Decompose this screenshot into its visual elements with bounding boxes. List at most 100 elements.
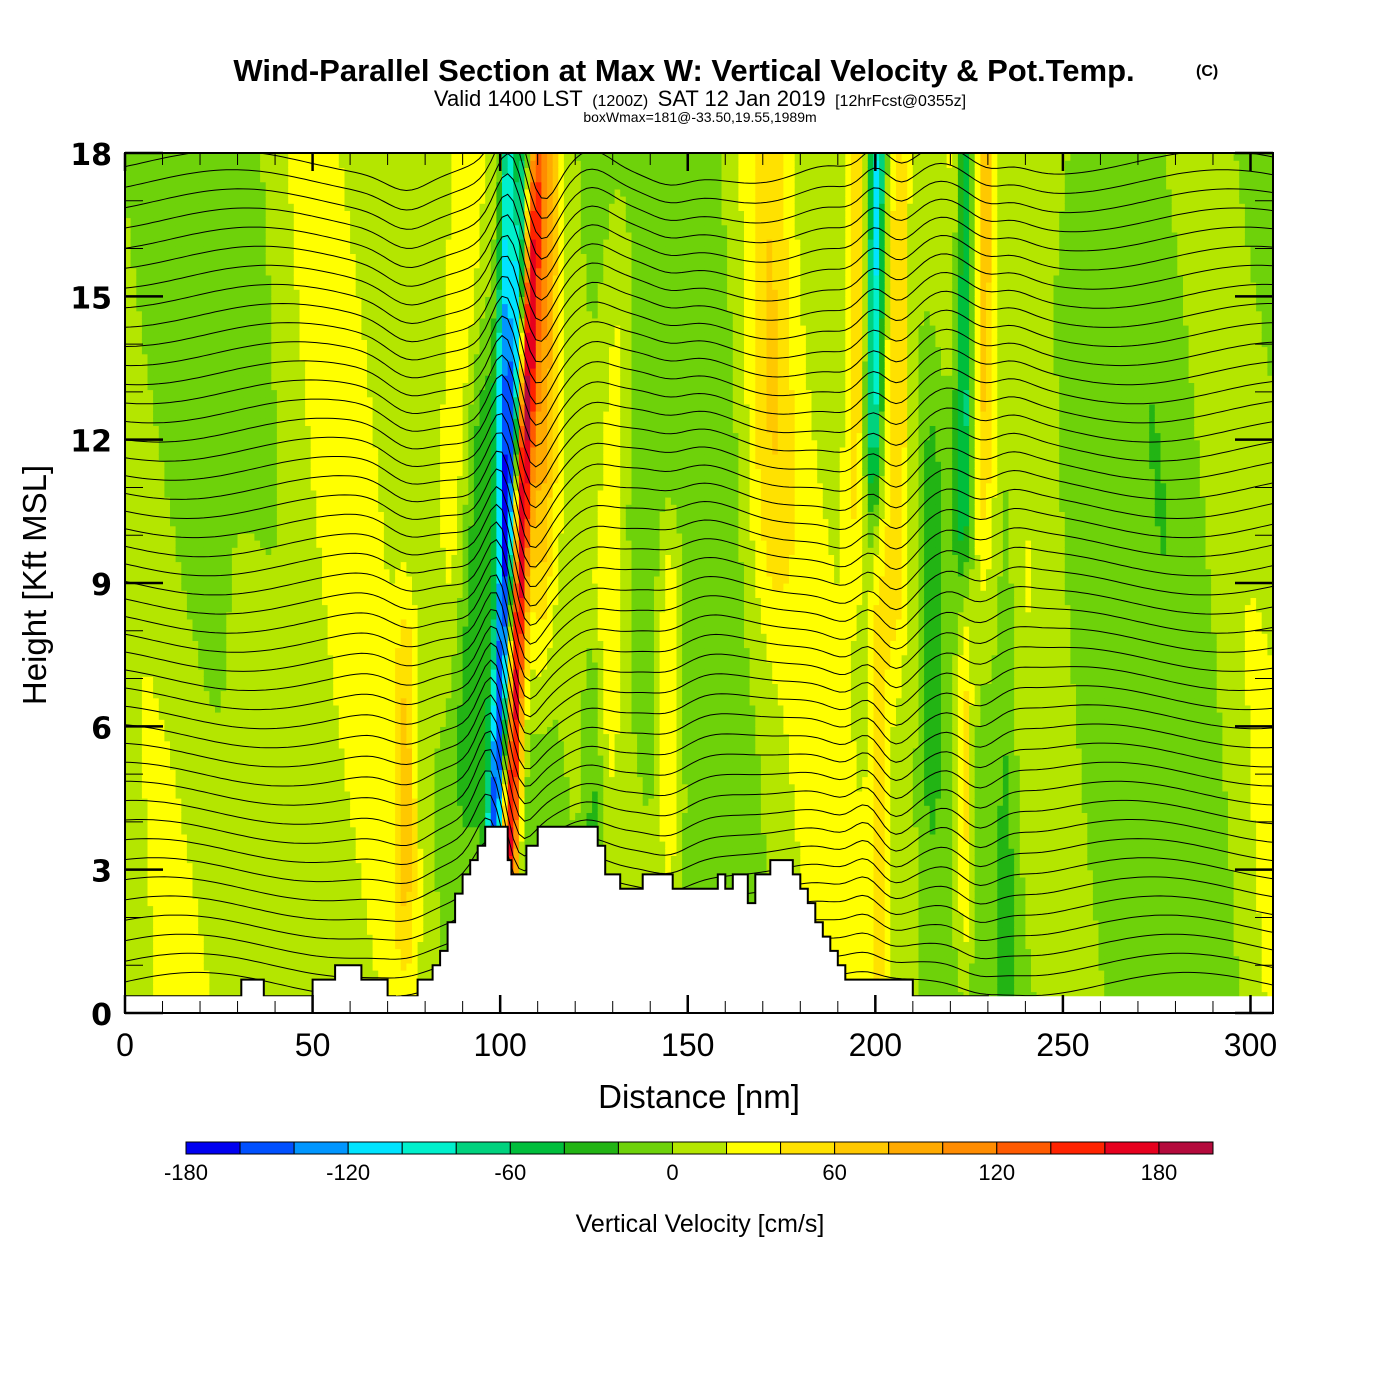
field-cell xyxy=(350,662,356,670)
field-cell xyxy=(164,526,170,534)
field-cell xyxy=(300,447,306,455)
field-cell xyxy=(333,590,339,598)
field-cell xyxy=(159,268,165,276)
field-cell xyxy=(142,898,148,906)
field-cell xyxy=(142,354,148,362)
field-cell xyxy=(238,691,244,699)
field-cell xyxy=(159,447,165,455)
field-cell xyxy=(170,167,176,175)
field-cell xyxy=(288,461,294,469)
field-cell xyxy=(311,253,317,261)
field-cell xyxy=(142,347,148,355)
field-cell xyxy=(170,332,176,340)
field-cell xyxy=(283,855,289,863)
field-cell xyxy=(283,884,289,892)
field-cell xyxy=(266,640,272,648)
field-cell xyxy=(204,834,210,842)
field-cell xyxy=(260,311,266,319)
field-cell xyxy=(260,239,266,247)
field-cell xyxy=(288,870,294,878)
field-cell xyxy=(164,934,170,942)
field-cell xyxy=(164,726,170,734)
field-cell xyxy=(311,669,317,677)
field-cell xyxy=(322,884,328,892)
field-cell xyxy=(322,949,328,957)
field-cell xyxy=(176,669,182,677)
field-cell xyxy=(322,927,328,935)
field-cell xyxy=(176,347,182,355)
field-cell xyxy=(254,332,260,340)
field-cell xyxy=(266,368,272,376)
field-cell xyxy=(300,712,306,720)
field-cell xyxy=(209,275,215,283)
field-cell xyxy=(260,748,266,756)
field-cell xyxy=(176,332,182,340)
field-cell xyxy=(316,261,322,269)
field-cell xyxy=(209,927,215,935)
subtitle-zulu: (1200Z) xyxy=(592,93,648,110)
field-cell xyxy=(232,597,238,605)
field-cell xyxy=(142,253,148,261)
field-cell xyxy=(148,210,154,218)
field-cell xyxy=(333,906,339,914)
field-cell xyxy=(226,941,232,949)
field-cell xyxy=(249,691,255,699)
field-cell xyxy=(254,404,260,412)
field-cell xyxy=(153,253,159,261)
field-cell xyxy=(176,576,182,584)
field-cell xyxy=(328,239,334,247)
field-cell xyxy=(215,253,221,261)
field-cell xyxy=(187,863,193,871)
field-cell xyxy=(148,977,154,985)
field-cell xyxy=(215,468,221,476)
field-cell xyxy=(193,927,199,935)
field-cell xyxy=(345,683,351,691)
field-cell xyxy=(136,246,142,254)
field-cell xyxy=(238,597,244,605)
field-cell xyxy=(322,769,328,777)
field-cell xyxy=(283,748,289,756)
field-cell xyxy=(345,425,351,433)
field-cell xyxy=(305,390,311,398)
field-cell xyxy=(288,268,294,276)
field-cell xyxy=(266,941,272,949)
field-cell xyxy=(288,777,294,785)
field-cell xyxy=(159,906,165,914)
field-cell xyxy=(209,970,215,978)
field-cell xyxy=(131,354,137,362)
field-cell xyxy=(181,777,187,785)
field-cell xyxy=(305,712,311,720)
field-cell xyxy=(350,590,356,598)
field-cell xyxy=(148,848,154,856)
field-cell xyxy=(288,404,294,412)
field-cell xyxy=(254,612,260,620)
field-cell xyxy=(328,261,334,269)
field-cell xyxy=(333,533,339,541)
field-cell xyxy=(136,662,142,670)
field-cell xyxy=(300,368,306,376)
field-cell xyxy=(193,970,199,978)
field-cell xyxy=(356,798,362,806)
field-cell xyxy=(339,705,345,713)
field-cell xyxy=(153,547,159,555)
field-cell xyxy=(254,533,260,541)
field-cell xyxy=(260,375,266,383)
field-cell xyxy=(170,268,176,276)
field-cell xyxy=(288,339,294,347)
field-cell xyxy=(153,275,159,283)
field-cell xyxy=(153,540,159,548)
field-cell xyxy=(142,970,148,978)
field-cell xyxy=(356,841,362,849)
field-cell xyxy=(316,583,322,591)
field-cell xyxy=(238,748,244,756)
field-cell xyxy=(238,289,244,297)
field-cell xyxy=(193,705,199,713)
field-cell xyxy=(164,540,170,548)
field-cell xyxy=(209,418,215,426)
field-cell xyxy=(193,490,199,498)
field-cell xyxy=(221,841,227,849)
field-cell xyxy=(345,440,351,448)
field-cell xyxy=(181,863,187,871)
field-cell xyxy=(328,490,334,498)
field-cell xyxy=(333,662,339,670)
